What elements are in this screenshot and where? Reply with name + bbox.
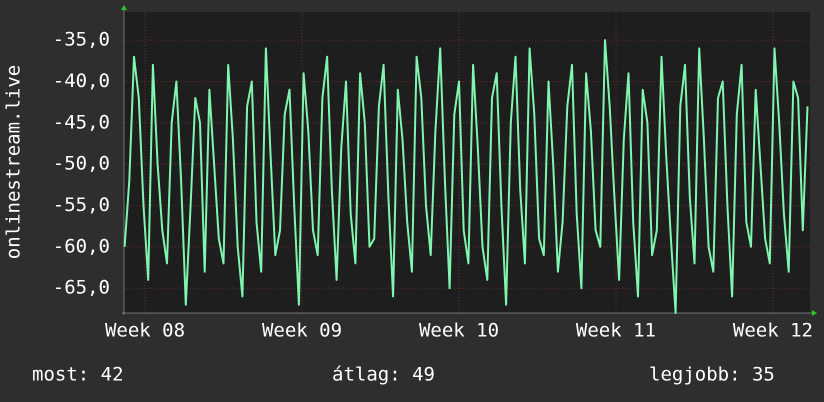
footer-average: átlag: 49 [332, 364, 435, 386]
y-tick-label: -35,0 [53, 29, 110, 51]
y-tick-label: -60,0 [53, 235, 110, 257]
footer-current: most: 42 [32, 364, 124, 386]
footer-best: legjobb: 35 [649, 364, 775, 386]
axis-arrow [812, 310, 817, 316]
y-tick-label: -40,0 [53, 70, 110, 92]
x-tick-label: Week 11 [576, 320, 656, 342]
data-line [123, 39, 809, 314]
x-tick-label: Week 10 [419, 320, 499, 342]
y-tick-label: -55,0 [53, 194, 110, 216]
axis-arrow [121, 5, 127, 10]
plot-area [124, 12, 810, 313]
x-tick-label: Week 09 [262, 320, 342, 342]
y-tick-label: -65,0 [53, 277, 110, 299]
y-axis-label: onlinestream.live [3, 65, 25, 259]
x-tick-label: Week 08 [105, 320, 185, 342]
x-tick-label: Week 12 [733, 320, 813, 342]
y-tick-label: -50,0 [53, 153, 110, 175]
y-tick-label: -45,0 [53, 111, 110, 133]
